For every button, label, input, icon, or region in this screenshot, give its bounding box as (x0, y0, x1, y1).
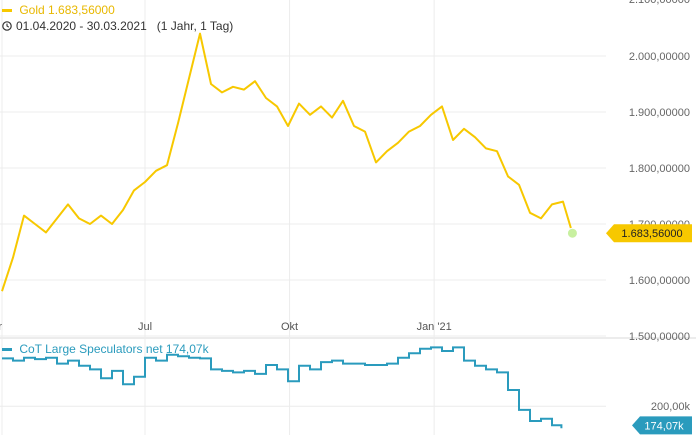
gold-legend-swatch (2, 9, 12, 13)
cot-legend[interactable]: CoT Large Speculators net 174,07k (2, 342, 209, 356)
gold-legend-name: Gold (19, 3, 45, 17)
clock-icon (2, 21, 12, 31)
x-tick-label: Jan '21 (417, 321, 452, 333)
y-tick-label: 2.000,00000 (629, 51, 690, 63)
gold-legend-value: 1.683,56000 (48, 3, 115, 17)
date-range[interactable]: 01.04.2020 - 30.03.2021 (1 Jahr, 1 Tag) (2, 19, 233, 33)
y-tick-label: 1.500,00000 (629, 331, 690, 343)
y-tick-label: 2.100,00000 (629, 0, 690, 6)
x-tick-label: Okt (281, 321, 298, 333)
date-range-text: 01.04.2020 - 30.03.2021 (16, 19, 147, 33)
y-tick-label: 1.900,00000 (629, 107, 690, 119)
x-tick-label: Jul (138, 321, 152, 333)
gold-last-point-marker (566, 227, 578, 239)
cot-series-line (2, 346, 563, 429)
x-tick-label: r (0, 321, 2, 333)
cot-last-value-label: 174,07k (644, 420, 684, 432)
cot-last-value-tag (632, 416, 692, 435)
y-tick-label: 1.600,00000 (629, 275, 690, 287)
gold-last-value-label: 1.683,56000 (621, 228, 682, 240)
cot-legend-swatch (2, 348, 12, 352)
gold-legend[interactable]: Gold 1.683,56000 (2, 3, 115, 17)
y-tick-label: 200,00k (651, 401, 691, 413)
interval-text: (1 Jahr, 1 Tag) (156, 19, 234, 33)
gold-series-line (1, 32, 574, 292)
y-tick-label: 1.800,00000 (629, 163, 690, 175)
gold-last-value-tag (606, 224, 692, 243)
cot-legend-name: CoT Large Speculators net (19, 342, 163, 356)
cot-legend-value: 174,07k (165, 342, 209, 356)
